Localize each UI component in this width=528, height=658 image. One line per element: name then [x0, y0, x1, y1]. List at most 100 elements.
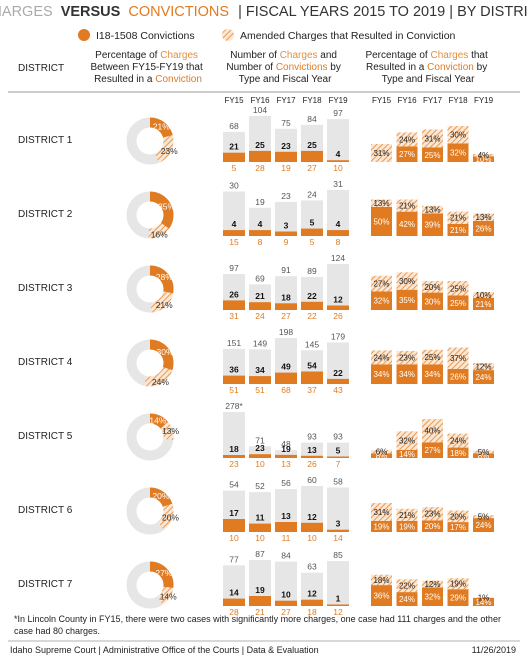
conv-amended-value: 37: [307, 385, 317, 395]
pct-amended-value: 24%: [450, 437, 466, 446]
header-col1-line3: Resulted in a Conviction: [94, 74, 202, 85]
charges-bar: [275, 561, 297, 606]
conv-amended-value: 26: [307, 459, 317, 469]
conv-amended-value: 10: [229, 533, 239, 543]
pct-1508-value: 32%: [424, 593, 440, 602]
pct-amended-bar: [473, 292, 494, 298]
conv-amended-value: 27: [307, 163, 317, 173]
pct-1508-value: 21%: [475, 300, 491, 309]
district-label: DISTRICT 1: [18, 135, 73, 146]
pct-1508-bar: [422, 520, 443, 532]
pct-1508-value: 8%: [376, 452, 388, 461]
conv-amended-value: 43: [333, 385, 343, 395]
header-col3-line1: Percentage of Charges that: [365, 50, 488, 61]
district-row: DISTRICT 4 30% 24% 151 36 51 149 34 51 198 49 68 145…: [18, 327, 494, 395]
charges-bar: [301, 572, 323, 606]
pct-amended-value: 27%: [373, 280, 389, 289]
conv-1508-value: 5: [310, 218, 315, 228]
conv-1508-value: 11: [256, 513, 265, 523]
donut-solid-slice: [149, 413, 169, 429]
conv-amended-value: 8: [258, 237, 263, 247]
pct-1508-value: 18%: [450, 449, 466, 458]
legend: I18-1508 Convictions Amended Charges tha…: [78, 29, 456, 42]
pct-1508-value: 24%: [475, 521, 491, 530]
pct-amended-value: 31%: [373, 149, 389, 158]
charges-bar: [301, 200, 323, 236]
conv-amended-value: 14: [333, 533, 343, 543]
conv-1508-value: 13: [307, 445, 317, 455]
conv-amended-value: 15: [229, 237, 239, 247]
conv-1508-value: 19: [255, 585, 265, 595]
pct-amended-value: 5%: [478, 513, 490, 522]
pct-1508-bar: [371, 364, 392, 384]
pct-1508-bar: [396, 364, 418, 384]
charges-value: 104: [253, 105, 267, 115]
charges-bar: [327, 119, 349, 162]
donut-solid-slice: [149, 561, 174, 588]
pct-amended-bar: [473, 597, 494, 598]
district-row: DISTRICT 1 21% 23% FY15 FY15 FY16 FY16 FY17 FY17…: [18, 96, 494, 173]
conv-1508-value: 4: [232, 219, 237, 229]
pct-amended-value: 4%: [478, 151, 490, 160]
pct-1508-bar: [447, 143, 469, 162]
charges-bar: [275, 276, 297, 310]
conv-1508-value: 4: [336, 149, 341, 159]
charges-value: 149: [253, 338, 267, 348]
pct-1508-bar: [473, 518, 494, 532]
charges-bar: [249, 207, 271, 236]
pct-1508-value: 34%: [373, 370, 389, 379]
pct-amended-bar: [371, 350, 392, 365]
donut-amended-label: 13%: [162, 426, 179, 436]
pct-amended-value: 21%: [399, 511, 415, 520]
conv-1508-value: 12: [307, 589, 317, 599]
charges-value: 84: [281, 551, 291, 561]
conv-amended-value: 51: [229, 385, 239, 395]
pct-amended-value: 19%: [450, 580, 466, 589]
fy-label-counts: FY15: [224, 96, 244, 105]
conv-1508-bar: [249, 376, 271, 384]
pct-1508-value: 20%: [424, 522, 440, 531]
conv-1508-bar: [301, 599, 323, 606]
conv-amended-value: 5: [232, 163, 237, 173]
conv-1508-bar: [327, 160, 349, 162]
legend-solid-label: I18-1508 Convictions: [96, 30, 195, 42]
conv-amended-value: 21: [255, 607, 265, 617]
pct-amended-bar: [473, 213, 494, 221]
pct-amended-bar: [447, 347, 469, 369]
pct-amended-bar: [447, 281, 469, 296]
charges-value: 85: [333, 550, 343, 560]
charges-bar: [223, 191, 245, 236]
donut-amended-label: 23%: [161, 146, 178, 156]
pct-amended-bar: [396, 199, 418, 212]
donut-solid-label: 21%: [153, 121, 170, 131]
pct-amended-bar: [371, 449, 392, 454]
conv-1508-bar: [223, 519, 245, 532]
conv-amended-value: 10: [333, 163, 343, 173]
charges-value: 91: [281, 265, 291, 275]
pct-amended-value: 13%: [475, 213, 491, 222]
header-col3-line2: Resulted in a Conviction by: [366, 62, 487, 73]
pct-1508-value: 10%: [475, 155, 491, 164]
fy-label-pct: FY17: [423, 96, 443, 105]
conv-1508-bar: [275, 372, 297, 384]
pct-1508-bar: [422, 147, 443, 162]
charges-value: 68: [229, 121, 239, 131]
conv-amended-value: 11: [282, 533, 291, 543]
legend-hatched-swatch: [222, 29, 234, 41]
donut-amended-slice: [148, 222, 170, 239]
charges-bar: [223, 565, 245, 606]
header-col2: Number of Charges and Number of Convicti…: [226, 50, 343, 85]
conv-amended-value: 28: [229, 607, 239, 617]
pct-1508-bar: [422, 442, 443, 458]
pct-amended-bar: [422, 281, 443, 293]
pct-amended-value: 13%: [373, 199, 389, 208]
pct-amended-bar: [422, 349, 443, 365]
footnote-line1: *In Lincoln County in FY15, there were t…: [14, 614, 501, 624]
conv-1508-value: 1: [336, 594, 341, 604]
charges-value: 19: [255, 197, 265, 207]
charges-value: 278*: [225, 401, 243, 411]
pct-amended-bar: [396, 350, 418, 365]
charges-value: 30: [229, 181, 239, 191]
pct-amended-bar: [473, 363, 494, 371]
pct-amended-value: 30%: [399, 277, 415, 286]
